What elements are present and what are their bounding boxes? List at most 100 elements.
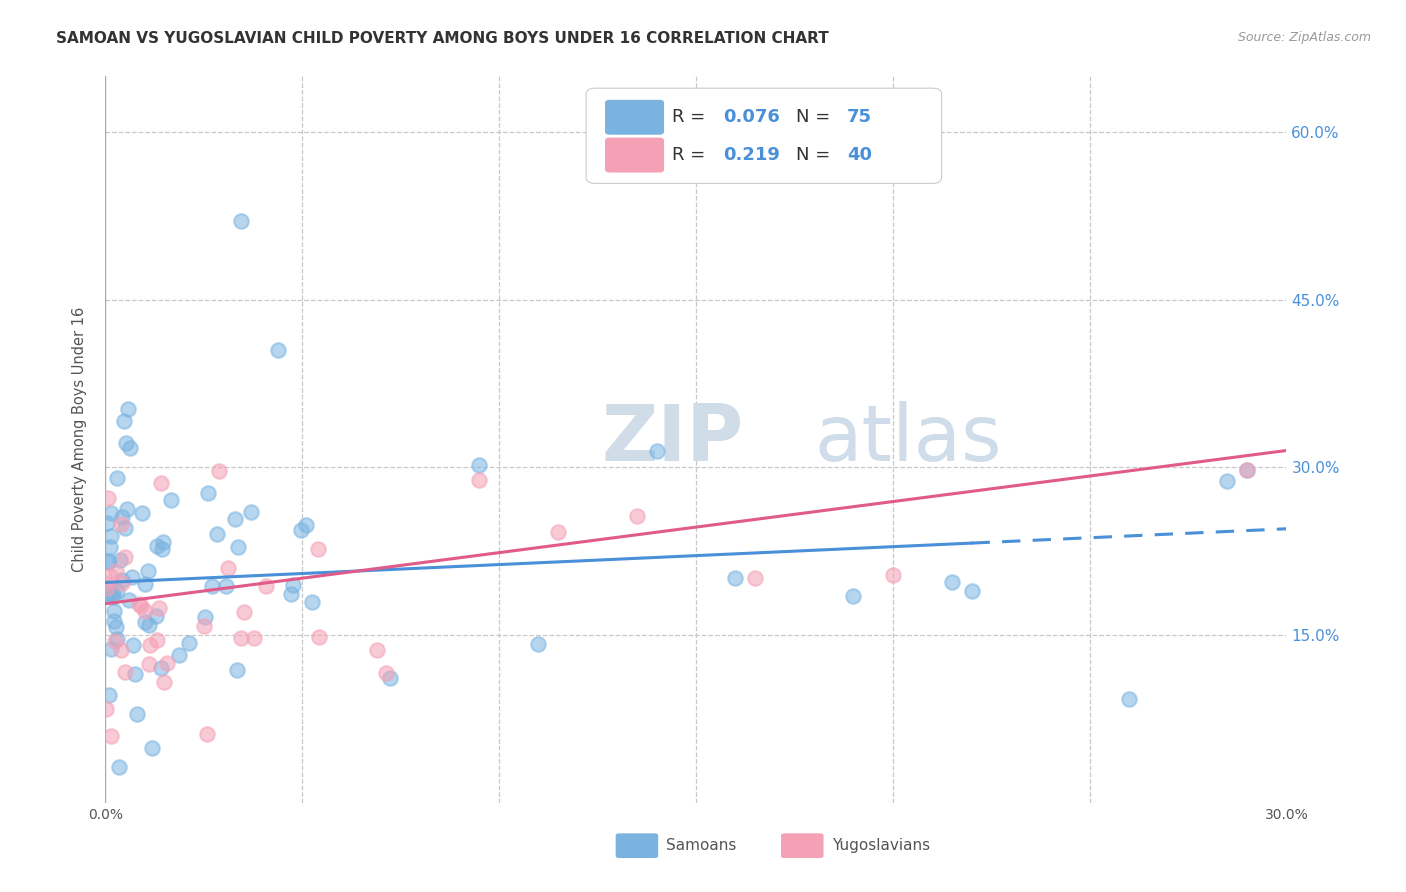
Yugoslavians [100,729,122,743]
Samoans [842,590,865,604]
Samoans [104,620,127,634]
Yugoslavians [233,605,256,619]
Text: 40: 40 [848,146,872,164]
Samoans [378,671,401,685]
Samoans [115,502,138,516]
Samoans [111,510,134,524]
Samoans [107,632,129,647]
Y-axis label: Child Poverty Among Boys Under 16: Child Poverty Among Boys Under 16 [72,307,87,572]
Yugoslavians [1236,463,1258,477]
Samoans [108,552,131,566]
Yugoslavians [110,643,132,657]
Samoans [118,442,141,456]
Yugoslavians [134,604,156,618]
Yugoslavians [128,597,150,611]
Yugoslavians [547,524,569,539]
Samoans [127,707,149,722]
Samoans [1118,692,1140,706]
Yugoslavians [110,516,132,531]
Yugoslavians [96,576,118,591]
Samoans [124,667,146,681]
Samoans [527,637,550,651]
Samoans [226,663,249,677]
Samoans [115,436,138,450]
Yugoslavians [114,549,136,564]
Yugoslavians [254,579,277,593]
Yugoslavians [307,542,329,557]
Samoans [301,595,323,609]
Yugoslavians [882,568,904,582]
Yugoslavians [139,638,162,652]
Samoans [281,577,304,591]
Text: 75: 75 [848,108,872,127]
Samoans [200,579,222,593]
Samoans [167,648,190,663]
Samoans [134,577,156,591]
Samoans [101,586,124,600]
Yugoslavians [208,464,231,478]
Yugoslavians [138,657,160,671]
Samoans [134,615,156,629]
Yugoslavians [468,473,491,487]
Samoans [96,516,118,531]
Samoans [100,642,122,657]
Text: atlas: atlas [814,401,1001,477]
Samoans [94,589,117,603]
Samoans [229,214,252,228]
Samoans [205,527,228,541]
Samoans [724,571,747,585]
Yugoslavians [96,702,118,716]
Yugoslavians [96,582,118,596]
Samoans [194,609,217,624]
Samoans [117,401,139,416]
Samoans [103,615,125,629]
Samoans [468,458,491,472]
Samoans [228,540,250,554]
Samoans [295,518,318,533]
Samoans [138,618,160,632]
Samoans [267,343,290,357]
Yugoslavians [366,643,388,657]
Samoans [114,521,136,535]
Text: ZIP: ZIP [602,401,744,477]
Samoans [141,740,163,755]
Yugoslavians [374,665,396,680]
Text: Source: ZipAtlas.com: Source: ZipAtlas.com [1237,31,1371,45]
Text: 0.219: 0.219 [723,146,780,164]
FancyBboxPatch shape [780,833,824,858]
Samoans [105,471,128,485]
Text: 0.076: 0.076 [723,108,780,127]
Samoans [290,523,312,537]
Samoans [224,512,246,526]
Samoans [98,554,121,568]
Samoans [160,493,183,508]
Text: SAMOAN VS YUGOSLAVIAN CHILD POVERTY AMONG BOYS UNDER 16 CORRELATION CHART: SAMOAN VS YUGOSLAVIAN CHILD POVERTY AMON… [56,31,830,46]
Samoans [122,638,145,652]
Text: R =: R = [672,108,711,127]
Yugoslavians [744,571,766,585]
Samoans [112,413,135,427]
Yugoslavians [195,727,218,741]
Yugoslavians [193,619,215,633]
FancyBboxPatch shape [586,88,942,184]
Yugoslavians [98,568,121,582]
Yugoslavians [129,599,152,614]
Samoans [152,535,174,549]
Samoans [101,590,124,604]
Samoans [121,570,143,584]
Yugoslavians [626,509,648,524]
Samoans [98,540,121,554]
Samoans [941,574,963,589]
Samoans [103,604,125,618]
Samoans [138,564,160,578]
Samoans [97,587,120,601]
Samoans [97,581,120,595]
Samoans [177,635,200,649]
Samoans [145,609,167,624]
Samoans [960,583,983,598]
Yugoslavians [149,475,172,490]
Yugoslavians [155,657,177,671]
Yugoslavians [114,665,136,679]
Samoans [1216,475,1239,489]
Samoans [118,593,141,607]
